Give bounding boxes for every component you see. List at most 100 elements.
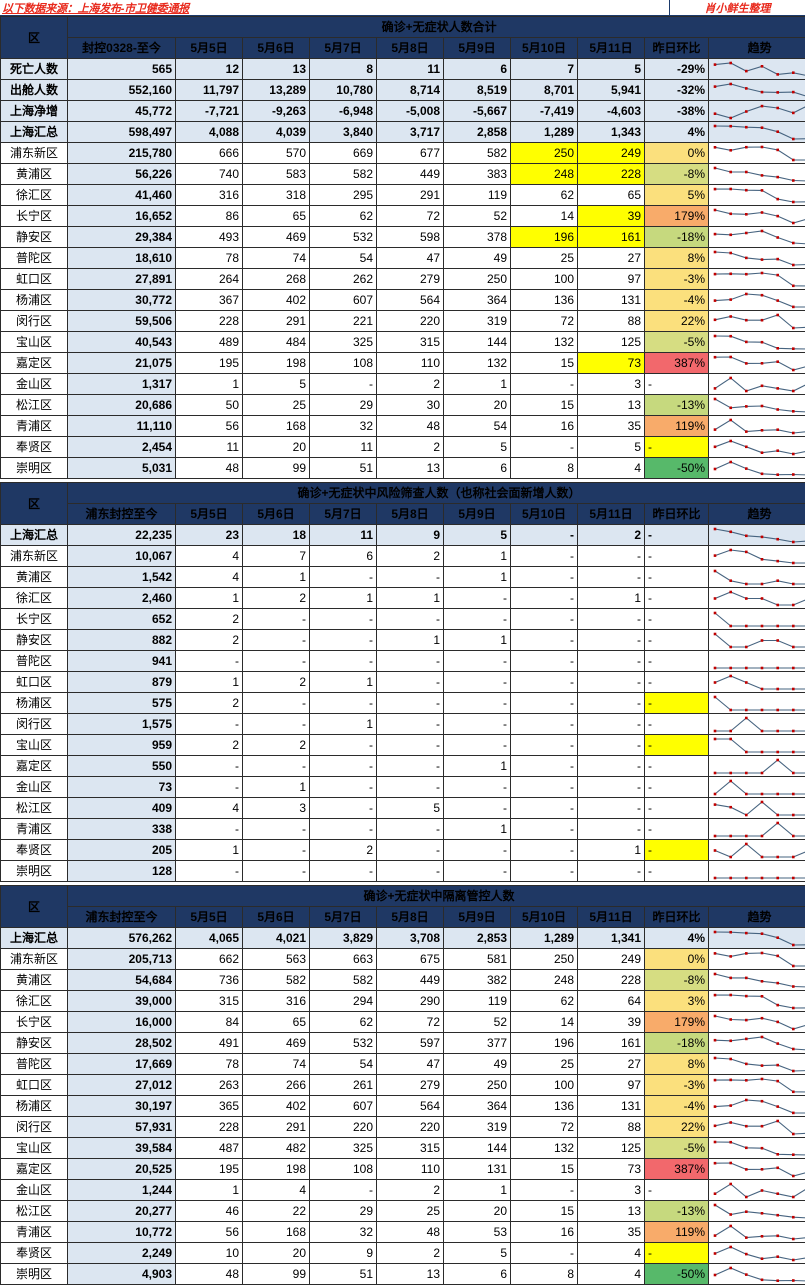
row-change-value: - bbox=[645, 672, 709, 693]
row-district-name: 普陀区 bbox=[1, 1054, 68, 1075]
row-day-value-4: 48 bbox=[377, 1222, 444, 1243]
row-day-value-2: 402 bbox=[243, 1096, 310, 1117]
row-day-value-7: 88 bbox=[578, 1117, 645, 1138]
row-cumulative-value: 40,543 bbox=[68, 332, 176, 353]
row-day-value-1: 48 bbox=[176, 1264, 243, 1285]
row-district-name: 普陀区 bbox=[1, 248, 68, 269]
row-cumulative-value: 10,772 bbox=[68, 1222, 176, 1243]
row-change-value: 3% bbox=[645, 991, 709, 1012]
row-day-value-6: - bbox=[511, 840, 578, 861]
row-day-value-1: 46 bbox=[176, 1201, 243, 1222]
row-change-value: -8% bbox=[645, 164, 709, 185]
row-day-value-5: 319 bbox=[444, 311, 511, 332]
row-day-value-1: 1 bbox=[176, 374, 243, 395]
row-trend-sparkline bbox=[709, 122, 805, 143]
row-day-value-5: 581 bbox=[444, 949, 511, 970]
row-trend-sparkline bbox=[709, 1033, 805, 1054]
row-trend-sparkline bbox=[709, 861, 805, 882]
row-day-value-6: 72 bbox=[511, 311, 578, 332]
row-day-value-7: 131 bbox=[578, 1096, 645, 1117]
row-day-value-3: 9 bbox=[310, 1243, 377, 1264]
row-day-value-2: 99 bbox=[243, 1264, 310, 1285]
row-district-name: 奉贤区 bbox=[1, 1243, 68, 1264]
row-district-name: 宝山区 bbox=[1, 735, 68, 756]
row-day-value-6: 100 bbox=[511, 1075, 578, 1096]
row-change-value: -13% bbox=[645, 395, 709, 416]
row-day-value-7: 1,341 bbox=[578, 928, 645, 949]
row-day-value-4: 2 bbox=[377, 1180, 444, 1201]
row-district-name: 奉贤区 bbox=[1, 437, 68, 458]
row-day-value-5: 6 bbox=[444, 458, 511, 479]
header-day-4: 5月8日 bbox=[377, 38, 444, 59]
row-trend-sparkline bbox=[709, 332, 805, 353]
row-day-value-4: 1 bbox=[377, 588, 444, 609]
row-change-value: 179% bbox=[645, 1012, 709, 1033]
row-day-value-2: - bbox=[243, 609, 310, 630]
row-day-value-7: 249 bbox=[578, 143, 645, 164]
row-day-value-5: - bbox=[444, 840, 511, 861]
row-change-value: - bbox=[645, 651, 709, 672]
row-day-value-1: 1 bbox=[176, 840, 243, 861]
row-district-name: 虹口区 bbox=[1, 1075, 68, 1096]
row-day-value-1: 11 bbox=[176, 437, 243, 458]
row-cumulative-value: 128 bbox=[68, 861, 176, 882]
row-cumulative-value: 30,197 bbox=[68, 1096, 176, 1117]
row-day-value-3: - bbox=[310, 798, 377, 819]
row-cumulative-value: 2,249 bbox=[68, 1243, 176, 1264]
header-day-2: 5月6日 bbox=[243, 504, 310, 525]
row-day-value-3: 532 bbox=[310, 227, 377, 248]
row-day-value-3: - bbox=[310, 630, 377, 651]
row-day-value-5: 582 bbox=[444, 143, 511, 164]
row-day-value-6: - bbox=[511, 630, 578, 651]
row-day-value-1: 315 bbox=[176, 991, 243, 1012]
row-day-value-6: 248 bbox=[511, 970, 578, 991]
row-change-value: -29% bbox=[645, 59, 709, 80]
row-day-value-1: 56 bbox=[176, 1222, 243, 1243]
row-change-value: -50% bbox=[645, 458, 709, 479]
header-district: 区 bbox=[1, 483, 68, 525]
row-district-name: 死亡人数 bbox=[1, 59, 68, 80]
row-day-value-1: 367 bbox=[176, 290, 243, 311]
row-trend-sparkline bbox=[709, 991, 805, 1012]
row-district-name: 徐汇区 bbox=[1, 185, 68, 206]
row-day-value-6: - bbox=[511, 1180, 578, 1201]
row-cumulative-value: 28,502 bbox=[68, 1033, 176, 1054]
row-day-value-6: 16 bbox=[511, 1222, 578, 1243]
row-day-value-6: 196 bbox=[511, 1033, 578, 1054]
row-day-value-2: - bbox=[243, 630, 310, 651]
row-day-value-3: - bbox=[310, 609, 377, 630]
row-day-value-4: 110 bbox=[377, 1159, 444, 1180]
row-day-value-1: 487 bbox=[176, 1138, 243, 1159]
header-day-1: 5月5日 bbox=[176, 38, 243, 59]
row-day-value-5: - bbox=[444, 609, 511, 630]
header-day-2: 5月6日 bbox=[243, 38, 310, 59]
row-day-value-4: 47 bbox=[377, 248, 444, 269]
row-day-value-4: 30 bbox=[377, 395, 444, 416]
row-day-value-5: - bbox=[444, 777, 511, 798]
header-trend: 趋势 bbox=[709, 38, 805, 59]
row-day-value-4: 3,717 bbox=[377, 122, 444, 143]
row-day-value-6: 25 bbox=[511, 1054, 578, 1075]
row-day-value-5: 2,858 bbox=[444, 122, 511, 143]
row-change-value: 8% bbox=[645, 248, 709, 269]
row-day-value-3: - bbox=[310, 693, 377, 714]
row-day-value-4: - bbox=[377, 714, 444, 735]
row-district-name: 金山区 bbox=[1, 1180, 68, 1201]
row-day-value-4: - bbox=[377, 609, 444, 630]
row-day-value-5: 364 bbox=[444, 1096, 511, 1117]
row-day-value-5: 131 bbox=[444, 1159, 511, 1180]
header-trend: 趋势 bbox=[709, 907, 805, 928]
row-change-value: 22% bbox=[645, 1117, 709, 1138]
row-day-value-1: - bbox=[176, 861, 243, 882]
row-day-value-7: 3 bbox=[578, 374, 645, 395]
row-day-value-4: 72 bbox=[377, 206, 444, 227]
header-change: 昨日环比 bbox=[645, 38, 709, 59]
row-change-value: - bbox=[645, 630, 709, 651]
row-day-value-1: 316 bbox=[176, 185, 243, 206]
